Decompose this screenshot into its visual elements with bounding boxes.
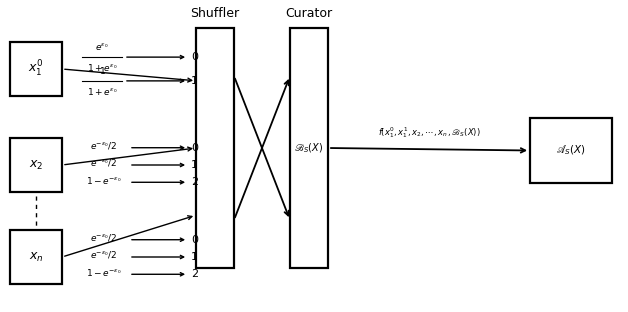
Text: $f(x_1^0, x_1^1, x_2, \cdots, x_n\,,\mathscr{B}_S(X))$: $f(x_1^0, x_1^1, x_2, \cdots, x_n\,,\mat…: [377, 125, 480, 140]
Text: $x_1^0$: $x_1^0$: [28, 59, 44, 79]
Text: 0: 0: [191, 143, 198, 153]
Text: 1: 1: [191, 160, 198, 170]
Bar: [10, 138, 62, 192]
Text: 2: 2: [191, 177, 198, 187]
Text: $e^{\varepsilon_0}$: $e^{\varepsilon_0}$: [95, 41, 109, 52]
Text: $e^{-\varepsilon_0}/2$: $e^{-\varepsilon_0}/2$: [90, 232, 117, 243]
Text: 1: 1: [191, 252, 198, 262]
Text: 2: 2: [191, 269, 198, 279]
Text: $1+e^{\varepsilon_0}$: $1+e^{\varepsilon_0}$: [87, 86, 117, 97]
Bar: [530, 118, 612, 183]
Text: $1-e^{-\varepsilon_0}$: $1-e^{-\varepsilon_0}$: [86, 267, 122, 278]
Text: 0: 0: [191, 235, 198, 245]
Text: $x_n$: $x_n$: [29, 251, 43, 264]
Text: Shuffler: Shuffler: [190, 7, 239, 20]
Text: 1: 1: [191, 76, 198, 86]
Text: $e^{-\varepsilon_0}/2$: $e^{-\varepsilon_0}/2$: [90, 140, 117, 151]
Bar: [10, 42, 62, 96]
Text: $e^{-\varepsilon_0}/2$: $e^{-\varepsilon_0}/2$: [90, 158, 117, 168]
Bar: [196, 28, 234, 268]
Bar: [290, 28, 328, 268]
Text: 0: 0: [191, 52, 198, 62]
Text: $e^{-\varepsilon_0}/2$: $e^{-\varepsilon_0}/2$: [90, 250, 117, 261]
Bar: [10, 230, 62, 284]
Text: $1-e^{-\varepsilon_0}$: $1-e^{-\varepsilon_0}$: [86, 175, 122, 186]
Text: $\mathscr{B}_S(X)$: $\mathscr{B}_S(X)$: [295, 141, 323, 155]
Text: $1$: $1$: [99, 65, 106, 76]
Text: $1+e^{\varepsilon_0}$: $1+e^{\varepsilon_0}$: [87, 62, 117, 73]
Text: $x_2$: $x_2$: [29, 158, 43, 172]
Text: Curator: Curator: [286, 7, 333, 20]
Text: $\mathscr{A}_S(X)$: $\mathscr{A}_S(X)$: [556, 144, 586, 157]
